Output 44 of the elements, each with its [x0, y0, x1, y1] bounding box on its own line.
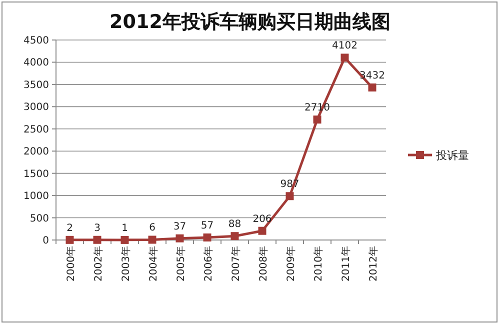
- y-tick-label: 1500: [24, 168, 49, 180]
- data-label: 37: [173, 221, 186, 232]
- data-label: 57: [200, 220, 214, 232]
- x-tick-label: 2003年: [120, 246, 132, 282]
- x-tick-label: 2012年: [367, 246, 380, 282]
- point: [120, 236, 129, 244]
- y-tick-label: 2000: [24, 146, 49, 158]
- point: [313, 116, 322, 124]
- x-tick-label: 2007年: [230, 246, 242, 282]
- point: [93, 236, 102, 244]
- y-tick-label: 1000: [24, 191, 49, 202]
- y-tick-label: 0: [42, 236, 49, 246]
- point: [368, 83, 376, 92]
- point: [286, 192, 294, 200]
- x-tick-label: 2004年: [147, 246, 160, 282]
- y-tick-label: 3000: [24, 102, 49, 114]
- point: [148, 236, 156, 244]
- point: [258, 226, 266, 235]
- x-tick-label: 2000年: [64, 246, 77, 282]
- point: [176, 234, 184, 242]
- x-tick-label: 2005年: [174, 246, 187, 282]
- point: [230, 232, 239, 240]
- data-label: 1: [122, 222, 128, 234]
- chart-title: 2012年投诉车辆购买日期曲线图: [110, 11, 390, 33]
- y-tick-label: 3500: [24, 80, 49, 91]
- point: [66, 236, 74, 244]
- data-label: 3: [94, 222, 100, 234]
- y-tick-label: 4000: [24, 58, 49, 69]
- x-tick-label: 2011年: [340, 246, 352, 282]
- x-tick-label: 2006年: [202, 246, 214, 282]
- point: [340, 54, 349, 62]
- data-label: 88: [228, 219, 242, 230]
- data-label: 6: [149, 222, 156, 234]
- y-tick-label: 500: [30, 213, 49, 224]
- x-tick-label: 2002年: [92, 246, 104, 282]
- x-tick-label: 2008年: [257, 246, 270, 282]
- x-tick-label: 2010年: [312, 246, 324, 282]
- x-tick-label: 2009年: [284, 246, 297, 282]
- legend-label: 投诉量: [435, 149, 469, 162]
- y-tick-label: 4500: [24, 36, 49, 46]
- data-label: 2: [66, 222, 73, 234]
- data-label: 4102: [332, 40, 358, 52]
- point: [203, 233, 212, 242]
- y-tick-label: 2500: [24, 124, 49, 136]
